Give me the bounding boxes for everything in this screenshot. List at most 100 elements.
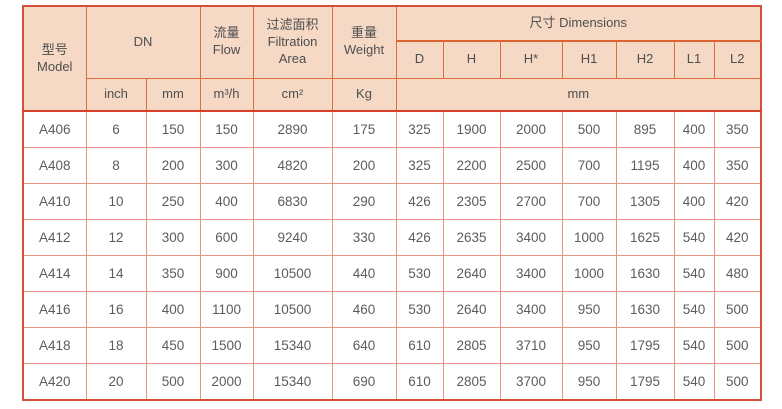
col-header-flow: 流量 Flow — [199, 5, 254, 79]
table-row: A418 18 450 1500 15340 640 610 2805 3710… — [22, 327, 762, 364]
col-header-h2: H2 — [615, 40, 675, 79]
cell-dim-h: 2635 — [442, 219, 501, 256]
cell-dim-l2: 420 — [713, 183, 762, 220]
cell-weight: 460 — [331, 291, 397, 328]
cell-dim-h-star: 3400 — [499, 291, 563, 328]
cell-dim-l1: 540 — [673, 255, 715, 292]
cell-model: A410 — [22, 183, 87, 220]
col-header-h1: H1 — [561, 40, 617, 79]
cell-dim-h-star: 3400 — [499, 255, 563, 292]
table-row: A408 8 200 300 4820 200 325 2200 2500 70… — [22, 147, 762, 184]
cell-dn-inch: 8 — [85, 147, 147, 184]
cell-dim-h2: 1195 — [615, 147, 675, 184]
cell-dn-mm: 200 — [145, 147, 201, 184]
cell-filtration-area: 4820 — [252, 147, 333, 184]
col-header-weight: 重量 Weight — [331, 5, 397, 79]
table-row: A406 6 150 150 2890 175 325 1900 2000 50… — [22, 110, 762, 148]
unit-weight: Kg — [331, 77, 397, 112]
cell-dim-h-star: 3700 — [499, 363, 563, 401]
cell-dim-l1: 540 — [673, 291, 715, 328]
col-header-l2: L2 — [713, 40, 762, 79]
cell-dn-mm: 250 — [145, 183, 201, 220]
cell-dn-inch: 12 — [85, 219, 147, 256]
unit-dimensions-mm: mm — [395, 77, 762, 112]
cell-dim-h2: 895 — [615, 110, 675, 148]
cell-dim-h2: 1305 — [615, 183, 675, 220]
cell-filtration-area: 10500 — [252, 255, 333, 292]
cell-model: A418 — [22, 327, 87, 364]
cell-dn-inch: 6 — [85, 110, 147, 148]
table-row: A412 12 300 600 9240 330 426 2635 3400 1… — [22, 219, 762, 256]
cell-dim-h: 2305 — [442, 183, 501, 220]
cell-filtration-area: 2890 — [252, 110, 333, 148]
cell-dn-inch: 16 — [85, 291, 147, 328]
cell-dn-inch: 20 — [85, 363, 147, 401]
cell-dim-h1: 700 — [561, 183, 617, 220]
cell-dim-l2: 500 — [713, 363, 762, 401]
col-header-l1: L1 — [673, 40, 715, 79]
header-row-units: inch mm m³/h cm² Kg mm — [23, 77, 762, 112]
cell-dim-l1: 540 — [673, 219, 715, 256]
cell-dim-d: 426 — [395, 183, 444, 220]
cell-dim-l1: 400 — [673, 110, 715, 148]
cell-dn-mm: 500 — [145, 363, 201, 401]
col-header-h: H — [442, 40, 501, 79]
cell-model: A420 — [22, 363, 87, 401]
cell-dim-l2: 420 — [713, 219, 762, 256]
cell-flow: 1500 — [199, 327, 254, 364]
cell-model: A406 — [22, 110, 87, 148]
cell-dim-d: 610 — [395, 327, 444, 364]
cell-weight: 640 — [331, 327, 397, 364]
cell-dim-h-star: 3710 — [499, 327, 563, 364]
filter-spec-table: 型号 Model DN 流量 Flow 过滤面积 Filtration Area… — [22, 5, 763, 401]
cell-dim-l2: 480 — [713, 255, 762, 292]
header-row-dimensions: D H H* H1 H2 L1 L2 — [23, 40, 762, 79]
cell-weight: 175 — [331, 110, 397, 148]
cell-weight: 690 — [331, 363, 397, 401]
cell-dim-h: 2805 — [442, 363, 501, 401]
cell-dim-h: 1900 — [442, 110, 501, 148]
table-row: A416 16 400 1100 10500 460 530 2640 3400… — [22, 291, 762, 328]
cell-model: A408 — [22, 147, 87, 184]
header-row-top: 型号 Model DN 流量 Flow 过滤面积 Filtration Area… — [22, 5, 762, 112]
cell-weight: 290 — [331, 183, 397, 220]
cell-dim-h2: 1625 — [615, 219, 675, 256]
cell-dim-l1: 400 — [673, 183, 715, 220]
col-header-model: 型号 Model — [22, 5, 87, 112]
cell-dim-h1: 950 — [561, 363, 617, 401]
col-header-dn: DN — [85, 5, 201, 79]
cell-dim-d: 325 — [395, 110, 444, 148]
col-header-filtration-area: 过滤面积 Filtration Area — [252, 5, 333, 79]
cell-dim-l2: 500 — [713, 327, 762, 364]
cell-flow: 150 — [199, 110, 254, 148]
cell-model: A412 — [22, 219, 87, 256]
cell-dim-d: 426 — [395, 219, 444, 256]
cell-dim-h-star: 2000 — [499, 110, 563, 148]
cell-dim-l1: 400 — [673, 147, 715, 184]
cell-flow: 1100 — [199, 291, 254, 328]
cell-dim-h2: 1630 — [615, 255, 675, 292]
cell-filtration-area: 15340 — [252, 327, 333, 364]
cell-dim-h2: 1795 — [615, 327, 675, 364]
cell-flow: 600 — [199, 219, 254, 256]
cell-dim-d: 610 — [395, 363, 444, 401]
cell-weight: 440 — [331, 255, 397, 292]
cell-flow: 400 — [199, 183, 254, 220]
cell-dim-d: 325 — [395, 147, 444, 184]
cell-dim-h1: 950 — [561, 327, 617, 364]
col-header-d: D — [395, 40, 444, 79]
cell-dn-mm: 400 — [145, 291, 201, 328]
cell-dim-h1: 500 — [561, 110, 617, 148]
cell-dim-h1: 1000 — [561, 219, 617, 256]
cell-model: A416 — [22, 291, 87, 328]
cell-dn-mm: 150 — [145, 110, 201, 148]
cell-dim-h1: 700 — [561, 147, 617, 184]
cell-dn-mm: 350 — [145, 255, 201, 292]
cell-filtration-area: 6830 — [252, 183, 333, 220]
cell-dim-h-star: 2700 — [499, 183, 563, 220]
cell-dim-l2: 500 — [713, 291, 762, 328]
cell-dn-inch: 14 — [85, 255, 147, 292]
unit-filtration-area: cm² — [252, 77, 333, 112]
cell-flow: 300 — [199, 147, 254, 184]
